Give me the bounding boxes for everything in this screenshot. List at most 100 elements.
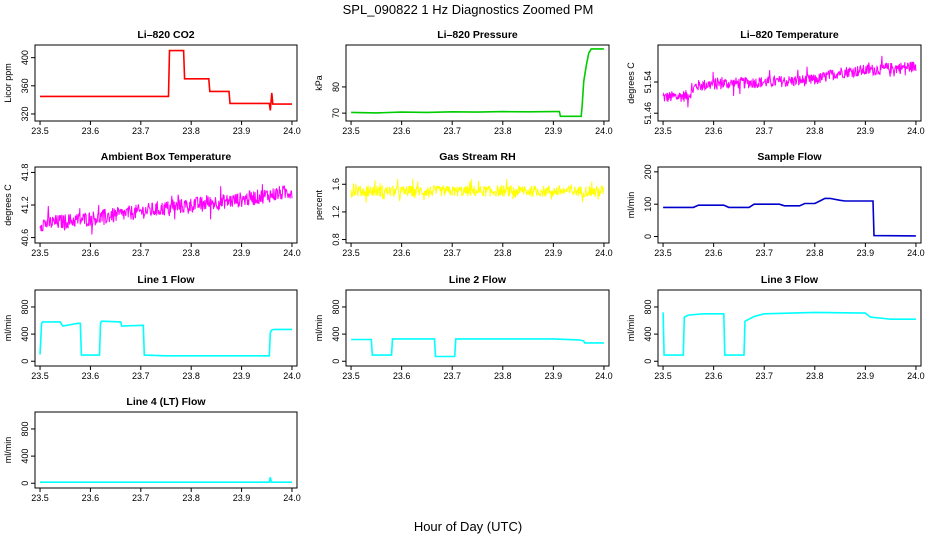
y-tick-label: 1.6 [331,178,341,191]
y-tick-label: 400 [20,327,30,342]
x-tick-label: 23.7 [132,371,150,381]
y-tick-label: 40.6 [20,229,30,247]
x-tick-label: 23.7 [443,248,461,258]
plot-frame [657,166,922,244]
y-tick-label: 400 [20,50,30,65]
x-tick-label: 23.9 [233,493,251,503]
series-line [662,311,916,356]
series-line [351,48,604,118]
chart-panel: Line 1 Flow 23.5 23.6 23.7 23.8 23.9 24.0 0 400 8… [3,274,301,381]
plot-frame [34,411,298,489]
y-tick-label: 100 [643,197,653,212]
y-tick-label: 800 [643,299,653,314]
y-axis-label: kPa [314,75,324,91]
y-tick-label: 800 [331,299,341,314]
x-tick-label: 23.6 [705,248,723,258]
series-line [351,338,604,358]
series-line [350,178,605,203]
y-axis-label: degrees C [626,62,636,104]
y-tick-label: 360 [20,78,30,93]
x-tick-label: 23.7 [443,371,461,381]
panel-title: Li–820 Temperature [740,29,839,41]
y-tick-label: 400 [643,327,653,342]
y-tick-label: 1.2 [331,206,341,219]
panel-title: Line 2 Flow [449,274,507,286]
x-tick-label: 23.9 [545,126,563,136]
y-tick-label: 800 [20,299,30,314]
panel-title: Line 4 (LT) Flow [126,396,206,408]
panels-group: Li–820 CO2 23.5 23.6 23.7 23.8 23.9 24.0 320 360… [3,29,925,503]
x-tick-label: 23.5 [31,371,49,381]
panel-title: Line 1 Flow [137,274,195,286]
x-tick-label: 23.9 [857,248,875,258]
x-tick-label: 23.5 [654,371,672,381]
x-tick-label: 23.6 [705,126,723,136]
x-tick-label: 24.0 [595,126,613,136]
x-tick-label: 23.8 [494,371,512,381]
x-tick-label: 23.8 [182,126,200,136]
y-axis-label: ml/min [3,437,13,464]
x-tick-label: 23.7 [132,248,150,258]
x-tick-label: 23.9 [233,371,251,381]
x-tick-label: 23.6 [82,493,100,503]
y-tick-label: 0 [643,359,653,364]
series-line [663,197,916,237]
x-tick-label: 23.7 [443,126,461,136]
y-tick-label: 41.2 [20,196,30,214]
series-line [662,55,917,108]
panel-title: Li–820 Pressure [437,29,518,41]
plot-frame [345,166,610,244]
x-tick-label: 23.6 [705,371,723,381]
panel-title: Gas Stream RH [439,151,515,163]
x-tick-label: 24.0 [595,371,613,381]
x-tick-label: 23.8 [806,371,824,381]
panel-title: Ambient Box Temperature [101,151,232,163]
x-tick-label: 23.5 [342,371,360,381]
y-axis-label: ml/min [626,315,636,342]
x-tick-label: 24.0 [283,493,301,503]
y-tick-label: 70 [331,108,341,118]
figure-title: SPL_090822 1 Hz Diagnostics Zoomed PM [343,2,594,17]
x-tick-label: 23.8 [494,126,512,136]
x-tick-label: 23.8 [806,126,824,136]
x-tick-label: 23.6 [393,371,411,381]
x-tick-label: 23.9 [545,371,563,381]
x-tick-label: 24.0 [283,248,301,258]
x-tick-label: 23.9 [857,371,875,381]
x-tick-label: 23.8 [182,248,200,258]
x-tick-label: 24.0 [283,126,301,136]
y-axis-label: ml/min [626,192,636,219]
y-axis-label: ml/min [314,315,324,342]
series-line [39,184,293,235]
plot-frame [657,289,922,367]
y-axis-label: percent [314,189,324,220]
chart-panel: Li–820 CO2 23.5 23.6 23.7 23.8 23.9 24.0 320 360… [3,29,301,136]
series-line [40,49,292,111]
y-tick-label: 51.54 [643,71,653,94]
x-tick-label: 23.6 [82,248,100,258]
x-tick-label: 23.5 [31,493,49,503]
x-tick-label: 23.8 [182,493,200,503]
x-tick-label: 23.6 [82,126,100,136]
y-tick-label: 320 [20,106,30,121]
y-tick-label: 0 [20,359,30,364]
x-tick-label: 23.5 [654,248,672,258]
y-axis-label: Licor ppm [3,63,13,103]
x-tick-label: 23.7 [132,126,150,136]
chart-panel: Sample Flow 23.5 23.6 23.7 23.8 23.9 24.0 0 100 2… [626,151,925,258]
x-tick-label: 23.7 [755,126,773,136]
figure-xlabel: Hour of Day (UTC) [414,519,522,534]
y-tick-label: 400 [331,327,341,342]
chart-panel: Ambient Box Temperature 23.5 23.6 23.7 23.8 2… [3,151,301,258]
chart-panel: Gas Stream RH 23.5 23.6 23.7 23.8 23.9 24.0 0.8… [314,151,613,258]
chart-panel: Line 4 (LT) Flow 23.5 23.6 23.7 23.8 23.9 24.0… [3,396,301,503]
x-tick-label: 23.8 [182,371,200,381]
x-tick-label: 23.5 [31,248,49,258]
series-line [39,320,292,357]
x-tick-label: 23.9 [233,126,251,136]
y-tick-label: 800 [20,421,30,436]
x-tick-label: 23.9 [545,248,563,258]
y-tick-label: 51.46 [643,102,653,125]
plot-frame [34,289,298,367]
